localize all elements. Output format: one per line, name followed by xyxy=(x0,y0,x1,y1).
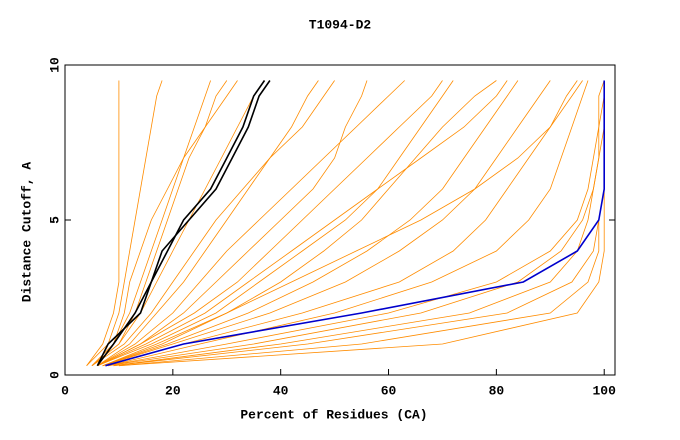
y-axis-label: Distance Cutoff, A xyxy=(19,162,34,303)
series-line xyxy=(102,80,583,367)
plot-area xyxy=(86,80,605,367)
y-tick-label: 5 xyxy=(47,216,62,224)
series-line xyxy=(97,80,443,367)
series-line xyxy=(102,80,497,367)
series-line xyxy=(96,80,271,367)
series-line xyxy=(105,80,605,367)
y-tick-label: 10 xyxy=(47,57,62,73)
x-tick-label: 60 xyxy=(381,383,397,398)
x-axis-label: Percent of Residues (CA) xyxy=(240,407,427,422)
series-line xyxy=(97,80,319,367)
series-line xyxy=(97,80,368,367)
series-line xyxy=(118,80,605,367)
x-tick-label: 0 xyxy=(61,383,69,398)
series-line xyxy=(113,80,605,367)
series-line xyxy=(96,80,266,367)
series-line xyxy=(91,80,211,366)
plot-frame xyxy=(64,64,616,376)
x-tick-label: 40 xyxy=(273,383,289,398)
series-line xyxy=(97,80,508,367)
chart-title: T1094-D2 xyxy=(309,17,372,32)
series-line xyxy=(91,80,238,366)
series-line xyxy=(91,80,335,367)
series-line xyxy=(108,80,605,367)
x-tick-label: 20 xyxy=(165,383,181,398)
x-tick-label: 80 xyxy=(489,383,505,398)
x-tick-label: 100 xyxy=(593,383,617,398)
y-tick-label: 0 xyxy=(47,371,62,379)
series-line xyxy=(108,80,589,367)
series-line xyxy=(102,80,551,367)
series-line xyxy=(86,80,120,366)
series-line xyxy=(97,80,405,367)
series-line xyxy=(118,80,605,367)
series-line xyxy=(102,80,519,367)
series-line xyxy=(102,80,578,367)
series-line xyxy=(97,80,454,367)
series-line xyxy=(86,80,163,366)
